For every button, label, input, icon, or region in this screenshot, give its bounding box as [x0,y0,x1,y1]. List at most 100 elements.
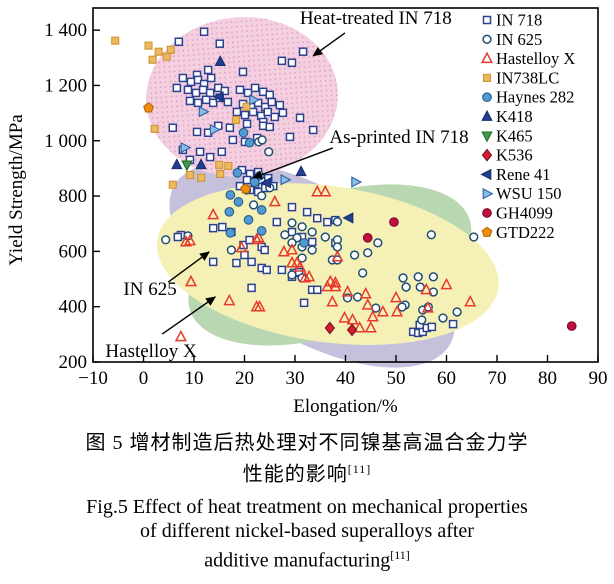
data-point-in-718 [168,123,178,133]
figure-caption: 图 5 增材制造后热处理对不同镍基高温合金力学 性能的影响[11] Fig.5 … [0,430,614,572]
series-k418 [171,55,307,177]
x-tick-label: 30 [286,368,305,389]
caption-cn-line1: 图 5 增材制造后热处理对不同镍基高温合金力学 [85,432,529,454]
data-point-in-718 [250,83,260,93]
data-point-in-718 [323,217,332,227]
series-gh4099 [362,217,577,331]
data-point-in-718 [232,258,241,268]
data-point-hastelloy-x [311,184,324,197]
data-point-wsu-150 [198,106,210,118]
annotation-hastelloy-x: Hastelloy X [105,296,217,362]
data-point-in738lc [150,124,159,133]
data-point-in-718 [183,85,193,95]
data-point-in-718 [267,97,277,107]
data-point-wsu-150 [280,174,292,186]
series-k536 [324,321,358,337]
data-point-hastelloy-x [285,242,299,255]
data-point-hastelloy-x [364,320,377,333]
data-point-gh4099 [362,232,373,243]
y-axis-title: Yield Strength/MPa [6,114,27,266]
data-point-in-718 [243,88,253,98]
scatter-plot: −10 0 10 20 30 40 50 60 70 80 90 200 400 600 800 1 000 1… [44,7,608,389]
legend-label: K465 [496,126,533,145]
data-point-in-625 [332,242,343,252]
y-tick-label: 1 000 [44,131,87,152]
x-tick-label: 10 [185,368,204,389]
data-point-in-718 [448,319,458,329]
data-point-in-718 [174,37,184,46]
data-point-in-718 [427,322,437,332]
data-point-hastelloy-x [329,279,342,292]
legend-label: IN 718 [496,11,542,30]
data-point-hastelloy-x [207,207,220,220]
data-point-gh4099 [566,321,577,331]
caption-en-line2: of different nickel-based superalloys af… [140,519,474,542]
data-point-in-718 [220,86,230,96]
x-tick-label: 90 [589,368,608,389]
data-point-rene-41 [480,168,492,181]
data-point-hastelloy-x [250,299,263,312]
data-point-in-718 [193,98,203,108]
x-tick-label: 50 [387,368,406,389]
x-tick-label: 20 [235,368,254,389]
data-point-haynes-282 [482,92,492,103]
series-in738lc [111,36,251,189]
data-point-in-625 [452,307,462,317]
data-point-hastelloy-x [464,294,477,307]
caption-cn-line2: 性能的影响[11] [242,462,372,486]
data-point-in-718 [208,257,218,267]
data-point-in738lc [166,45,175,54]
legend-label: K418 [496,107,533,126]
data-point-hastelloy-x [299,270,312,283]
x-tick-label: 0 [139,368,149,389]
data-point-in-718 [298,47,308,56]
data-point-k418 [481,109,493,121]
data-point-in-625 [482,34,492,44]
data-point-in-625 [417,315,427,325]
data-point-in-718 [312,213,322,223]
data-point-in-718 [272,217,282,227]
data-point-in-718 [205,88,215,98]
data-point-rene-41 [212,91,224,103]
data-point-rene-41 [342,212,354,224]
data-point-hastelloy-x [184,274,198,287]
data-point-in-625 [349,250,360,260]
data-point-in-718 [238,67,248,77]
data-point-hastelloy-x [277,244,290,257]
data-point-in-718 [270,112,280,122]
data-point-in-718 [203,65,213,75]
data-point-k465 [181,160,193,172]
data-point-hastelloy-x [480,51,494,64]
data-point-in-718 [248,107,258,117]
data-point-in-718 [223,97,233,107]
data-point-in-718 [275,100,285,110]
data-point-haynes-282 [256,205,267,215]
annotation-label: Hastelloy X [105,341,197,362]
data-point-in-718 [205,152,215,162]
data-point-hastelloy-x [250,232,263,245]
data-point-in-625 [226,245,237,255]
data-point-in-718 [191,88,201,98]
x-tick-label: −10 [78,368,108,389]
data-point-in738lc [168,180,177,189]
data-point-hastelloy-x [338,311,351,323]
data-point-in-718 [287,58,297,68]
data-point-haynes-282 [233,197,244,207]
data-point-in-625 [332,217,343,227]
legend-label: GH4099 [496,204,553,223]
legend-label: Rene 41 [496,165,551,184]
data-point-hastelloy-x [331,249,344,262]
data-point-in-625 [413,272,423,282]
data-point-hastelloy-x [252,230,265,243]
data-point-hastelloy-x [361,298,374,310]
data-point-in-718 [262,265,271,275]
data-point-rene-41 [260,177,272,189]
data-point-wsu-150 [209,123,221,136]
data-point-hastelloy-x [174,329,187,342]
data-point-hastelloy-x [421,301,434,313]
data-point-haynes-282 [299,237,309,248]
data-point-hastelloy-x [319,184,332,197]
legend-item-k536: K536 [481,146,533,165]
data-point-in-718 [265,122,274,132]
annotation-as-printed-in-718: As-printed IN 718 [252,127,469,179]
